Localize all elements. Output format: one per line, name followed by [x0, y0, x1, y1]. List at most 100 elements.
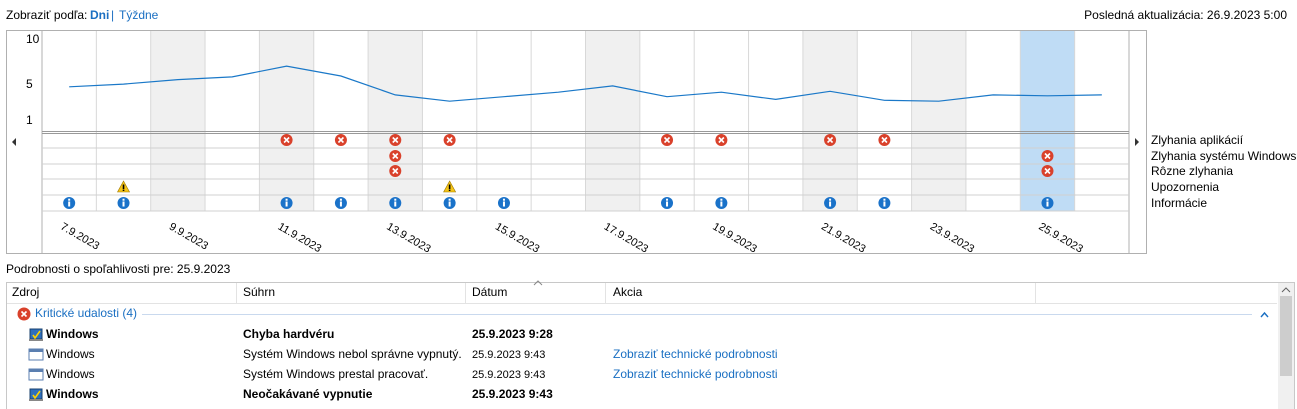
- icon-base: [29, 339, 43, 341]
- icon-titlebar: [29, 369, 43, 372]
- error-icon[interactable]: [1041, 165, 1054, 177]
- row-label: Zlyhania systému Windows: [1151, 149, 1296, 163]
- info-icon[interactable]: [715, 197, 728, 209]
- info-stem: [339, 201, 342, 207]
- error-icon[interactable]: [389, 165, 402, 177]
- y-tick-label: 5: [26, 77, 33, 91]
- cell: 25.9.2023 9:28: [472, 327, 553, 341]
- shaded-day[interactable]: [150, 31, 206, 211]
- cell: 25.9.2023 9:43: [472, 387, 553, 401]
- error-cross: [1044, 167, 1051, 175]
- error-icon[interactable]: [878, 134, 891, 146]
- scrollbar-thumb[interactable]: [1280, 296, 1292, 376]
- error-icon[interactable]: [389, 134, 402, 146]
- action-link[interactable]: Zobraziť technické podrobnosti: [613, 347, 778, 361]
- error-icon[interactable]: [443, 134, 456, 146]
- scroll-left[interactable]: [12, 138, 16, 146]
- view-days[interactable]: Dni: [90, 8, 109, 22]
- info-stem: [68, 201, 71, 207]
- column-header[interactable]: Akcia: [613, 285, 643, 299]
- details-frame: [6, 282, 1295, 409]
- info-dot: [883, 198, 886, 201]
- info-icon[interactable]: [497, 197, 510, 209]
- source-icon: [29, 388, 43, 401]
- info-dot: [394, 198, 397, 201]
- scroll-up[interactable]: [1281, 287, 1291, 293]
- view-separator: |: [111, 8, 114, 22]
- info-dot: [720, 198, 723, 201]
- icon-titlebar: [29, 349, 43, 352]
- warning-mark: [122, 184, 125, 189]
- error-cross: [663, 136, 671, 144]
- info-dot: [122, 198, 125, 201]
- last-update: Posledná aktualizácia: 26.9.2023 5:00: [1084, 8, 1287, 22]
- info-stem: [829, 201, 832, 207]
- info-icon[interactable]: [389, 197, 402, 209]
- info-stem: [122, 201, 125, 207]
- info-dot: [68, 198, 71, 201]
- icon-base: [29, 399, 43, 401]
- info-icon[interactable]: [117, 197, 130, 209]
- info-icon[interactable]: [63, 197, 76, 209]
- cell: Windows: [46, 327, 99, 341]
- info-icon[interactable]: [661, 197, 674, 209]
- error-cross: [392, 136, 399, 144]
- info-icon[interactable]: [334, 197, 347, 209]
- cell: Windows: [46, 367, 95, 381]
- cell: Systém Windows nebol správne vypnutý.: [243, 347, 462, 361]
- icon-badge: [32, 390, 41, 400]
- warning-icon[interactable]: [117, 180, 131, 193]
- error-icon[interactable]: [824, 134, 837, 146]
- error-icon[interactable]: [661, 134, 674, 146]
- source-icon: [28, 348, 44, 361]
- scroll-right[interactable]: [1135, 138, 1139, 146]
- row-label: Upozornenia: [1151, 180, 1219, 194]
- column-header[interactable]: Dátum: [472, 285, 507, 299]
- error-icon[interactable]: [389, 150, 402, 162]
- info-icon[interactable]: [280, 197, 293, 209]
- info-icon[interactable]: [1041, 197, 1054, 209]
- cell: Windows: [46, 387, 99, 401]
- selected-day[interactable]: [1020, 31, 1075, 211]
- column-header[interactable]: Súhrn: [243, 285, 275, 299]
- stability-line: [69, 65, 1102, 102]
- error-icon[interactable]: [334, 134, 347, 146]
- info-stem: [502, 201, 505, 207]
- error-cross: [392, 167, 399, 175]
- error-icon[interactable]: [715, 134, 728, 146]
- warning-mark: [448, 184, 451, 189]
- cell: Neočakávané vypnutie: [243, 387, 373, 401]
- error-cross: [446, 136, 453, 144]
- cell: Systém Windows prestal pracovať.: [243, 367, 428, 381]
- shaded-day[interactable]: [368, 31, 423, 211]
- group-title[interactable]: Kritické udalosti (4): [35, 306, 137, 320]
- info-stem: [720, 201, 723, 207]
- details-table: Zdroj Súhrn Dátum Akcia Kritické udalosti (4…: [12, 283, 1269, 401]
- info-dot: [502, 198, 505, 201]
- action-link[interactable]: Zobraziť technické podrobnosti: [613, 367, 778, 381]
- shaded-day[interactable]: [585, 31, 640, 211]
- view-weeks[interactable]: Týždne: [119, 8, 159, 22]
- info-icon[interactable]: [878, 197, 891, 209]
- error-icon[interactable]: [1041, 150, 1054, 162]
- error-cross: [881, 136, 888, 144]
- error-cross: [1044, 152, 1051, 160]
- info-dot: [1046, 198, 1049, 201]
- info-stem: [285, 201, 288, 207]
- info-icon[interactable]: [824, 197, 837, 209]
- sort-indicator: [533, 280, 543, 286]
- shaded-day[interactable]: [802, 31, 858, 211]
- error-icon[interactable]: [280, 134, 293, 146]
- column-header[interactable]: Zdroj: [12, 285, 39, 299]
- error-cross: [337, 136, 344, 144]
- error-cross: [718, 136, 725, 144]
- source-icon: [29, 328, 43, 341]
- cell: 25.9.2023 9:43: [472, 349, 545, 361]
- cell: Chyba hardvéru: [243, 327, 334, 341]
- info-icon[interactable]: [443, 197, 456, 209]
- shaded-day[interactable]: [259, 31, 314, 211]
- shaded-day[interactable]: [911, 31, 966, 211]
- warning-icon[interactable]: [443, 180, 457, 193]
- group-collapse[interactable]: [1260, 311, 1269, 318]
- info-stem: [1046, 201, 1049, 207]
